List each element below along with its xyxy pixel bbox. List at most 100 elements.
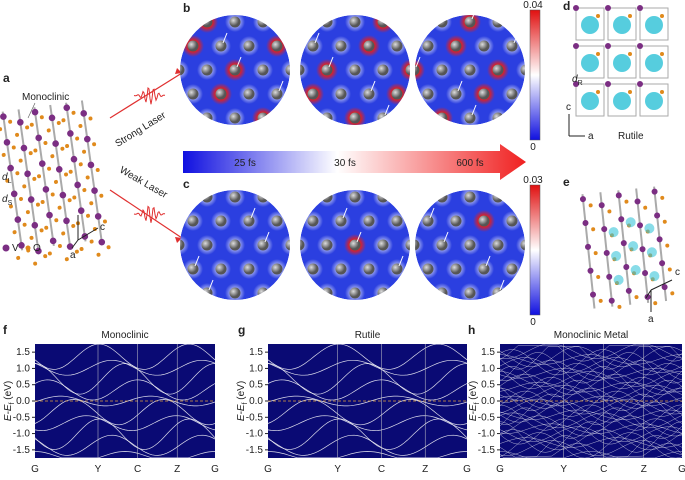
displacement <box>356 231 362 243</box>
atom <box>549 192 560 203</box>
o-atom <box>33 261 38 266</box>
atom <box>285 112 290 124</box>
plot-bg <box>268 344 467 458</box>
cell <box>575 83 605 117</box>
v-atom <box>46 211 53 219</box>
o-atom <box>11 145 16 150</box>
atom <box>187 40 199 52</box>
spot <box>281 283 290 300</box>
v-atom <box>618 216 625 223</box>
atom <box>188 137 199 148</box>
spot <box>317 108 337 125</box>
spot <box>281 60 290 80</box>
atom <box>307 40 319 52</box>
atom <box>321 16 333 28</box>
o-atom <box>15 171 20 176</box>
atom <box>272 137 283 148</box>
main-text: d <box>2 172 8 183</box>
v-atom <box>38 160 46 167</box>
atom <box>187 215 199 227</box>
o-atom <box>64 257 69 262</box>
label: G <box>31 464 39 475</box>
bond <box>1 111 24 251</box>
spot <box>317 283 337 300</box>
atom <box>300 239 305 251</box>
charge <box>644 223 655 234</box>
atom <box>216 137 227 148</box>
spot <box>359 307 379 327</box>
v-atom <box>634 198 641 205</box>
o-atom <box>68 169 73 174</box>
atom <box>478 40 490 52</box>
o-atom <box>0 127 3 132</box>
band-line <box>499 343 683 359</box>
label: Z <box>422 464 428 475</box>
label: V <box>12 243 19 254</box>
sub-label: dL <box>2 172 12 185</box>
atom <box>506 88 518 100</box>
atom <box>520 239 525 251</box>
atom <box>300 312 311 323</box>
atom <box>423 0 434 4</box>
cell <box>575 7 605 41</box>
atom <box>392 137 403 148</box>
displacement <box>370 80 376 92</box>
spot <box>373 190 393 207</box>
v-atom <box>24 170 31 178</box>
o-atom <box>591 227 596 232</box>
spot <box>280 15 290 33</box>
unit: (eV) <box>468 381 479 403</box>
bond <box>65 102 87 242</box>
spot <box>417 0 439 9</box>
atom <box>229 64 241 76</box>
displacement <box>471 15 477 20</box>
band-line <box>499 345 683 362</box>
band-line <box>499 429 683 451</box>
band-line <box>267 434 468 456</box>
label: G <box>211 464 219 475</box>
label: a <box>3 71 10 85</box>
atom <box>216 0 227 4</box>
spot <box>558 259 578 279</box>
label: -0.5 <box>13 412 31 423</box>
atom <box>308 137 319 148</box>
label: Z <box>174 464 180 475</box>
atom <box>436 16 448 28</box>
o-atom <box>74 249 79 254</box>
spot <box>446 307 466 327</box>
band-line <box>499 360 683 381</box>
o-atom <box>50 154 55 159</box>
atom <box>392 312 403 323</box>
o-atom <box>75 136 80 141</box>
o-atom <box>60 146 65 151</box>
band-line <box>499 354 682 365</box>
o-atom <box>79 247 84 252</box>
o-atom <box>85 175 90 180</box>
atom <box>300 287 305 299</box>
atom <box>285 239 290 251</box>
displacement <box>300 190 306 195</box>
spot <box>415 108 424 125</box>
spot <box>300 15 310 33</box>
band-line <box>267 395 468 407</box>
o-atom <box>596 14 600 18</box>
spot <box>558 132 578 152</box>
spot <box>275 132 295 152</box>
v-atom <box>63 217 70 225</box>
atom <box>160 216 171 227</box>
atom <box>215 215 227 227</box>
v-atom <box>7 164 14 172</box>
displacement <box>208 279 214 291</box>
atom <box>478 88 490 100</box>
v-atom <box>42 186 50 193</box>
label: Monoclinic <box>22 92 69 103</box>
o-atom <box>43 141 48 146</box>
displacement <box>430 304 434 314</box>
band-line <box>499 390 683 417</box>
o-atom <box>89 239 94 244</box>
charge <box>613 92 631 110</box>
v-atom <box>94 213 102 220</box>
v-atom <box>573 81 579 87</box>
atom <box>328 0 339 4</box>
band-line <box>499 368 683 379</box>
